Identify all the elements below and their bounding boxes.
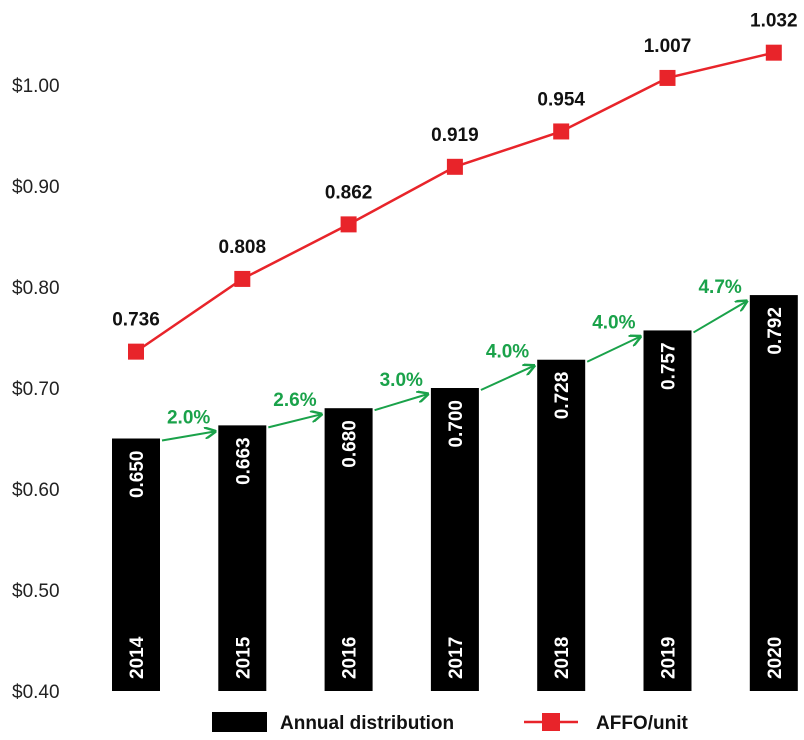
bar-category-label: 2019 [659,637,680,679]
bars: 0.650 2014 0.663 2015 0.680 2016 0.700 2017 0.72… [112,295,798,691]
y-tick-label: $0.50 [12,581,60,602]
bar-value-label: 0.728 [552,372,573,420]
growth-label: 2.6% [273,390,316,411]
affo-point [446,158,463,175]
bar-category-label: 2017 [446,637,467,679]
legend: Annual distribution AFFO/unit [212,712,688,734]
bar-value-label: 0.757 [659,342,680,390]
y-axis: $0.40 $0.50 $0.60 $0.70 $0.80 $0.90 $1.00 [12,76,60,703]
bar-value-label: 0.792 [765,307,786,355]
bar-annual-distribution [324,408,373,691]
growth-arrow [268,414,321,429]
legend-label-annual-distribution: Annual distribution [280,713,454,734]
affo-value-label: 1.032 [750,11,798,32]
affo-point [340,216,357,233]
bar-category-label: 2014 [127,636,148,679]
y-tick-label: $0.70 [12,379,60,400]
bar-value-label: 0.700 [446,400,467,448]
growth-arrow [161,431,215,442]
affo-value-label: 1.007 [644,36,692,57]
legend-swatch-annual-distribution [212,712,267,732]
affo-series-line [135,51,775,353]
affo-value-label: 0.919 [431,125,479,146]
affo-value-label: 0.862 [325,182,373,203]
bar-value-label: 0.663 [233,437,254,485]
bar-value-label: 0.680 [340,420,361,468]
affo-point [765,44,782,61]
growth-arrow [692,301,747,334]
growth-label: 4.0% [592,312,635,333]
bar-annual-distribution [218,425,267,691]
bar-category-label: 2016 [340,637,361,679]
growth-arrow [480,366,534,391]
bar-annual-distribution [430,388,479,691]
growth-arrow [374,394,428,412]
affo-value-label: 0.954 [537,89,585,110]
growth-label: 3.0% [380,370,423,391]
bar-value-label: 0.650 [127,451,148,499]
growth-label: 4.7% [698,277,741,298]
bar-category-label: 2018 [552,637,573,679]
y-tick-label: $0.60 [12,480,60,501]
legend-swatch-affo-marker [542,713,560,731]
affo-point [128,343,144,360]
affo-line: 0.736 0.808 0.862 0.919 0.954 1.007 1.032 [112,11,798,360]
growth-annotations: 2.0% 2.6% 3.0% 4.0% 4.0% 4.7% [161,277,747,442]
growth-arrow [586,336,640,363]
affo-point [234,270,251,287]
legend-label-affo-unit: AFFO/unit [596,713,688,734]
affo-value-label: 0.808 [219,237,267,258]
affo-point [553,123,570,140]
bar-annual-distribution [643,330,692,691]
bar-category-label: 2020 [765,637,786,679]
growth-label: 4.0% [486,342,529,363]
affo-point [659,69,676,86]
growth-label: 2.0% [167,407,210,428]
bar-category-label: 2015 [233,636,254,679]
bar-annual-distribution [749,295,798,691]
y-tick-label: $0.80 [12,278,60,299]
y-tick-label: $0.40 [12,682,60,703]
affo-value-label: 0.736 [112,310,160,331]
y-tick-label: $0.90 [12,177,60,198]
y-tick-label: $1.00 [12,76,60,97]
bar-annual-distribution [112,438,160,691]
bar-annual-distribution [537,359,586,691]
